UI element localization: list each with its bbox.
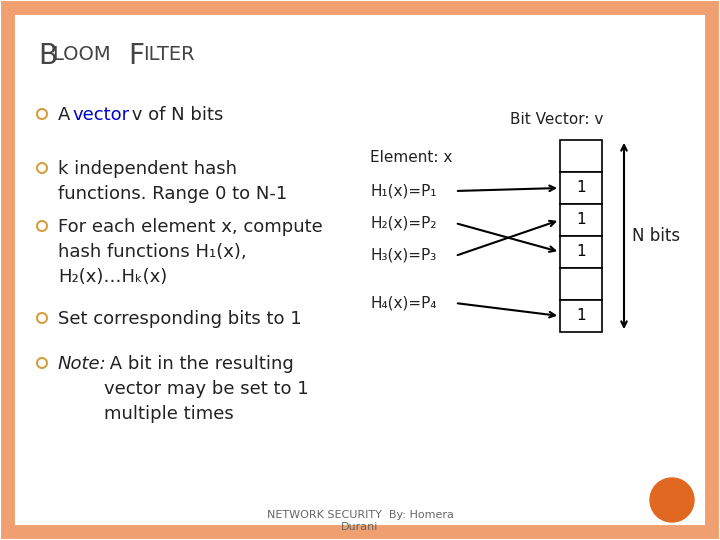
Text: H₁(x)=P₁: H₁(x)=P₁ <box>370 183 436 198</box>
Text: H₃(x)=P₃: H₃(x)=P₃ <box>370 248 436 263</box>
Text: H₄(x)=P₄: H₄(x)=P₄ <box>370 295 436 310</box>
Bar <box>560 268 602 300</box>
Text: B: B <box>38 42 57 70</box>
Text: 1: 1 <box>576 308 586 323</box>
Circle shape <box>650 478 694 522</box>
Text: A bit in the resulting
vector may be set to 1
multiple times: A bit in the resulting vector may be set… <box>104 355 309 423</box>
Text: Element: x: Element: x <box>370 150 452 165</box>
Text: vector: vector <box>72 106 129 124</box>
Text: 1: 1 <box>576 245 586 260</box>
Bar <box>560 204 602 236</box>
Bar <box>560 300 602 332</box>
Text: NETWORK SECURITY  By: Homera
Durani: NETWORK SECURITY By: Homera Durani <box>266 510 454 531</box>
Text: 1: 1 <box>576 213 586 227</box>
Text: N bits: N bits <box>632 227 680 245</box>
Bar <box>560 172 602 204</box>
Text: ILTER: ILTER <box>143 45 194 64</box>
Text: Note:: Note: <box>58 355 107 373</box>
Text: A: A <box>58 106 76 124</box>
Text: For each element x, compute
hash functions H₁(x),
H₂(x)…Hₖ(x): For each element x, compute hash functio… <box>58 218 323 286</box>
Text: LOOM: LOOM <box>53 45 117 64</box>
Text: v of N bits: v of N bits <box>126 106 223 124</box>
Text: 1: 1 <box>576 180 586 195</box>
Text: H₂(x)=P₂: H₂(x)=P₂ <box>370 215 436 230</box>
Bar <box>560 236 602 268</box>
Text: Set corresponding bits to 1: Set corresponding bits to 1 <box>58 310 302 328</box>
Text: F: F <box>128 42 144 70</box>
Bar <box>560 140 602 172</box>
Text: Bit Vector: v: Bit Vector: v <box>510 112 603 127</box>
Text: k independent hash
functions. Range 0 to N-1: k independent hash functions. Range 0 to… <box>58 160 287 203</box>
